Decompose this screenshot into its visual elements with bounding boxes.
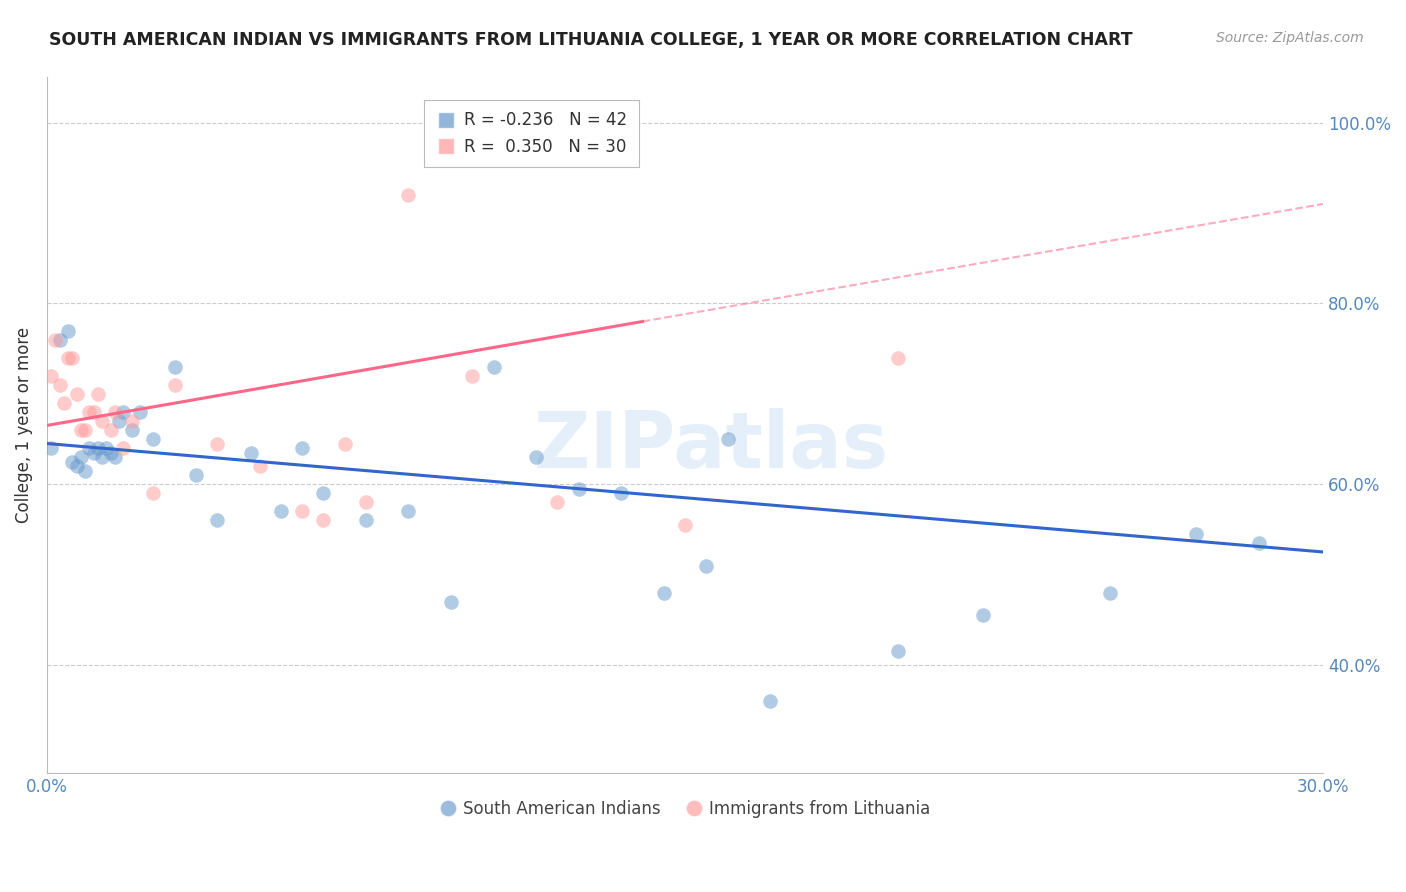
Point <box>66 386 89 401</box>
Point <box>1184 527 1206 541</box>
Point <box>83 405 105 419</box>
Point <box>104 405 127 419</box>
Point <box>39 441 62 455</box>
Point <box>354 513 377 527</box>
Point <box>312 513 335 527</box>
Point <box>48 377 70 392</box>
Point <box>79 405 101 419</box>
Point <box>398 188 420 202</box>
Point <box>972 608 994 623</box>
Point <box>44 333 66 347</box>
Point <box>56 351 79 365</box>
Text: Source: ZipAtlas.com: Source: ZipAtlas.com <box>1216 31 1364 45</box>
Point <box>610 486 633 500</box>
Point <box>1249 536 1271 550</box>
Point <box>91 450 114 464</box>
Point <box>121 423 143 437</box>
Point <box>886 644 908 658</box>
Point <box>163 359 186 374</box>
Point <box>716 432 738 446</box>
Point <box>163 377 186 392</box>
Point <box>398 504 420 518</box>
Point <box>312 486 335 500</box>
Point <box>461 368 484 383</box>
Point <box>333 436 356 450</box>
Point <box>524 450 547 464</box>
Point <box>56 324 79 338</box>
Point <box>87 441 110 455</box>
Point <box>205 436 228 450</box>
Point <box>52 396 75 410</box>
Point <box>354 495 377 509</box>
Point <box>70 450 93 464</box>
Point <box>568 482 591 496</box>
Point <box>66 459 89 474</box>
Point <box>759 694 782 708</box>
Point <box>75 423 97 437</box>
Point <box>112 441 135 455</box>
Point <box>108 414 131 428</box>
Point <box>121 414 143 428</box>
Point <box>112 405 135 419</box>
Point <box>83 445 105 459</box>
Text: ZIPatlas: ZIPatlas <box>533 409 889 484</box>
Point <box>75 464 97 478</box>
Text: SOUTH AMERICAN INDIAN VS IMMIGRANTS FROM LITHUANIA COLLEGE, 1 YEAR OR MORE CORRE: SOUTH AMERICAN INDIAN VS IMMIGRANTS FROM… <box>49 31 1133 49</box>
Point <box>1099 585 1122 599</box>
Point <box>96 441 118 455</box>
Point <box>142 486 165 500</box>
Point <box>91 414 114 428</box>
Point <box>205 513 228 527</box>
Point <box>482 359 505 374</box>
Point <box>886 351 908 365</box>
Point <box>240 445 263 459</box>
Point <box>129 405 152 419</box>
Y-axis label: College, 1 year or more: College, 1 year or more <box>15 327 32 524</box>
Legend: South American Indians, Immigrants from Lithuania: South American Indians, Immigrants from … <box>433 793 936 824</box>
Point <box>87 386 110 401</box>
Point <box>546 495 568 509</box>
Point <box>291 441 314 455</box>
Point <box>440 595 463 609</box>
Point <box>184 468 207 483</box>
Point <box>39 368 62 383</box>
Point <box>70 423 93 437</box>
Point <box>291 504 314 518</box>
Point <box>652 585 675 599</box>
Point <box>100 445 122 459</box>
Point <box>62 351 84 365</box>
Point <box>100 423 122 437</box>
Point <box>249 459 271 474</box>
Point <box>48 333 70 347</box>
Point <box>104 450 127 464</box>
Point <box>62 454 84 468</box>
Point <box>673 517 696 532</box>
Point <box>695 558 717 573</box>
Point <box>142 432 165 446</box>
Point <box>270 504 292 518</box>
Point <box>79 441 101 455</box>
